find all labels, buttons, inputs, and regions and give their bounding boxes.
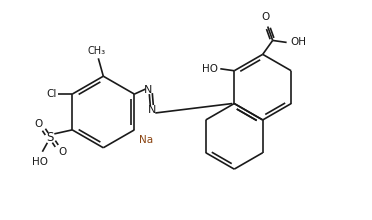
- Text: O: O: [58, 147, 67, 157]
- Text: HO: HO: [202, 64, 218, 74]
- Text: N: N: [148, 105, 157, 115]
- Text: CH₃: CH₃: [87, 46, 105, 56]
- Text: O: O: [34, 119, 42, 129]
- Text: OH: OH: [291, 37, 307, 48]
- Text: S: S: [46, 131, 54, 144]
- Text: Na: Na: [140, 135, 154, 145]
- Text: N: N: [144, 85, 153, 95]
- Text: HO: HO: [32, 157, 48, 167]
- Text: Cl: Cl: [46, 89, 56, 99]
- Text: O: O: [262, 12, 270, 22]
